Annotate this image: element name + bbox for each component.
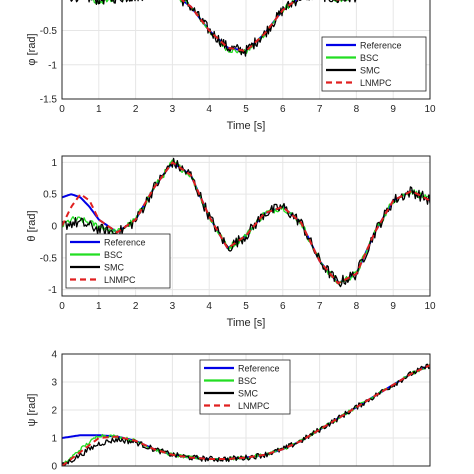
x-tick-label: 6 [280, 301, 286, 312]
y-tick-label: 4 [51, 350, 57, 361]
legend-label: BSC [238, 376, 257, 386]
legend-label: BSC [360, 53, 379, 63]
x-tick-label: 1 [96, 104, 102, 115]
y-axis-label: θ [rad] [26, 210, 38, 241]
x-tick-label: 3 [170, 104, 176, 115]
series-group [70, 0, 357, 57]
y-tick-label: -0.5 [40, 253, 58, 264]
x-tick-label: 1 [96, 301, 102, 312]
panel-1: 0 1 2 3 4 5 6 7 8 9 10 0 -0.5 -1 -1.5 Time [s] φ [rad] Re… [26, 0, 436, 132]
x-tick-label: 8 [354, 301, 360, 312]
series-group [62, 157, 430, 288]
y-tick-label: 2 [51, 406, 57, 417]
legend: Reference BSC SMC LNMPC [65, 233, 171, 289]
legend: Reference BSC SMC LNMPC [321, 36, 427, 92]
series-line-smc [62, 157, 430, 288]
legend-label: LNMPC [360, 78, 392, 88]
series-group [62, 363, 430, 466]
legend-label: LNMPC [104, 275, 136, 285]
panel-3: 4 3 2 1 0 ψ [rad] Reference BSC SMC LNMPC [26, 350, 431, 473]
y-tick-label: -0.5 [40, 26, 58, 37]
y-tick-label: 0 [51, 222, 57, 233]
x-tick-label: 5 [243, 104, 249, 115]
x-tick-label: 3 [170, 301, 176, 312]
x-tick-label: 6 [280, 104, 286, 115]
series-line-smc [62, 363, 430, 466]
legend: Reference BSC SMC LNMPC [199, 359, 291, 415]
y-tick-label: 0 [51, 462, 57, 473]
y-axis-label: ψ [rad] [26, 394, 38, 427]
series-line-lnmpc [62, 161, 430, 285]
legend-label: Reference [360, 41, 402, 51]
x-tick-label: 7 [317, 104, 323, 115]
legend-label: Reference [238, 364, 280, 374]
axes-box [61, 353, 431, 467]
x-tick-label: 0 [59, 104, 65, 115]
legend-label: LNMPC [238, 401, 270, 411]
x-tick-label: 10 [424, 104, 436, 115]
x-tick-label: 9 [390, 104, 396, 115]
x-tick-label: 9 [390, 301, 396, 312]
legend-label: SMC [238, 389, 259, 399]
x-tick-label: 7 [317, 301, 323, 312]
x-tick-label: 8 [354, 104, 360, 115]
y-tick-label: 0 [51, 0, 57, 3]
panel-2: 0 1 2 3 4 5 6 7 8 9 10 1 0.5 0 -0.5 -1 Time [s] θ [rad] Re… [26, 155, 436, 329]
y-axis-label: φ [rad] [26, 33, 38, 65]
y-tick-label: -1.5 [40, 95, 58, 106]
series-line-smc [70, 0, 357, 57]
legend-label: Reference [104, 238, 146, 248]
y-tick-label: 0.5 [43, 190, 57, 201]
y-tick-label: 1 [51, 158, 57, 169]
x-tick-label: 2 [133, 104, 139, 115]
x-axis-label: Time [s] [227, 120, 266, 132]
x-tick-label: 4 [206, 301, 212, 312]
legend-label: SMC [104, 263, 125, 273]
y-tick-label: 1 [51, 434, 57, 445]
x-tick-label: 10 [424, 301, 436, 312]
axes-box [61, 0, 431, 100]
y-tick-label: 3 [51, 378, 57, 389]
y-tick-label: -1 [48, 60, 57, 71]
y-tick-label: -1 [48, 285, 57, 296]
x-tick-label: 2 [133, 301, 139, 312]
x-tick-label: 0 [59, 301, 65, 312]
x-axis-label: Time [s] [227, 317, 266, 329]
legend-label: BSC [104, 250, 123, 260]
x-tick-label: 5 [243, 301, 249, 312]
axes-box [61, 155, 431, 297]
series-line-lnmpc [62, 364, 430, 466]
x-tick-label: 4 [206, 104, 212, 115]
legend-label: SMC [360, 66, 381, 76]
